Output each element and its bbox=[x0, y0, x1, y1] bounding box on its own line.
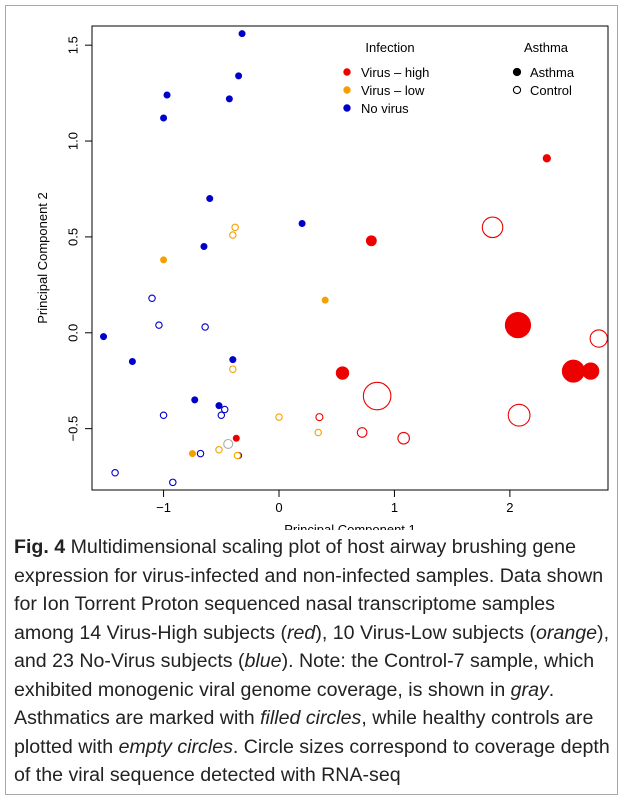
caption-italic-filled: filled circles bbox=[260, 707, 362, 729]
data-point bbox=[298, 219, 306, 227]
asthma-legend-marker bbox=[512, 67, 522, 77]
data-point bbox=[275, 413, 283, 421]
caption-text: Multidimensional scaling plot of host ai… bbox=[14, 536, 604, 644]
x-tick-label: 2 bbox=[506, 500, 513, 515]
data-point bbox=[221, 405, 229, 414]
caption-italic-empty: empty circles bbox=[118, 735, 233, 758]
data-point bbox=[229, 356, 237, 364]
y-tick-label: 0.0 bbox=[65, 324, 80, 342]
data-point bbox=[160, 256, 168, 264]
data-point bbox=[589, 329, 608, 348]
data-point bbox=[155, 321, 163, 329]
y-tick-label: 1.5 bbox=[65, 36, 80, 54]
data-point bbox=[481, 216, 504, 239]
caption-text: . Asthmatics are marked with bbox=[14, 678, 555, 730]
caption-text: ). Note: the Control-7 sample, which exh… bbox=[14, 650, 595, 701]
data-point bbox=[215, 402, 223, 410]
data-point bbox=[229, 231, 237, 239]
data-point bbox=[191, 396, 199, 404]
figure-label: Fig. 4 bbox=[14, 536, 66, 558]
data-point bbox=[231, 223, 239, 232]
data-point bbox=[235, 72, 243, 80]
x-axis-label: Principal Component 1 bbox=[284, 522, 416, 530]
data-point bbox=[201, 323, 209, 331]
data-point bbox=[238, 30, 246, 38]
x-tick-label: −1 bbox=[156, 500, 171, 515]
caption-italic-orange: orange bbox=[536, 621, 598, 644]
data-point bbox=[160, 114, 168, 122]
asthma-legend-title: Asthma bbox=[524, 40, 569, 55]
asthma-legend-label: Asthma bbox=[530, 65, 575, 80]
data-point bbox=[314, 428, 323, 437]
data-point bbox=[397, 431, 410, 445]
caption-text: . Circle sizes correspond to coverage de… bbox=[14, 735, 610, 787]
infection-legend-label: Virus – low bbox=[361, 83, 425, 98]
data-point bbox=[225, 95, 233, 103]
caption-italic-red: red bbox=[287, 621, 316, 644]
y-axis-label: Principal Component 2 bbox=[35, 192, 50, 324]
data-point bbox=[159, 411, 168, 419]
data-point bbox=[215, 445, 223, 454]
data-point bbox=[188, 450, 196, 458]
caption-text: ), 10 Virus-Low subjects ( bbox=[315, 621, 537, 644]
data-point bbox=[163, 91, 171, 99]
x-axis: −1 0 1 2 bbox=[156, 489, 513, 515]
data-point bbox=[365, 235, 377, 247]
y-tick-label: 0.5 bbox=[65, 228, 80, 246]
data-point bbox=[217, 411, 226, 419]
caption-italic-gray: gray bbox=[510, 678, 549, 701]
data-point bbox=[111, 468, 119, 477]
data-point bbox=[206, 195, 214, 203]
data-point bbox=[356, 427, 368, 438]
scatter-plot: −1 0 1 2 −0.5 0.0 0.5 1.0 1.5 Infection Virus – … bbox=[35, 25, 609, 530]
caption-text: , while healthy controls are plotted wit… bbox=[14, 707, 594, 758]
asthma-legend: Asthma Asthma Control bbox=[512, 40, 575, 98]
y-tick-label: 1.0 bbox=[65, 132, 80, 150]
x-tick-label: 1 bbox=[391, 500, 398, 515]
data-point bbox=[582, 362, 600, 380]
infection-legend-marker bbox=[343, 86, 351, 94]
infection-legend-label: No virus bbox=[361, 101, 409, 116]
data-point bbox=[321, 296, 329, 304]
caption-text: ), and 23 No-Virus subjects ( bbox=[14, 621, 610, 673]
data-point bbox=[128, 358, 136, 366]
data-point bbox=[233, 451, 242, 460]
data-point bbox=[200, 242, 208, 250]
data-point bbox=[315, 413, 324, 422]
data-point bbox=[232, 434, 240, 442]
data-point bbox=[362, 381, 392, 411]
asthma-legend-label: Control bbox=[530, 83, 572, 98]
data-point bbox=[561, 359, 585, 383]
y-tick-label: −0.5 bbox=[65, 416, 80, 442]
x-tick-label: 0 bbox=[275, 500, 282, 515]
data-point bbox=[542, 154, 551, 163]
data-point bbox=[229, 365, 237, 373]
data-point bbox=[335, 366, 350, 380]
figure-frame bbox=[5, 5, 618, 795]
data-point bbox=[100, 333, 108, 341]
asthma-legend-marker bbox=[512, 85, 522, 95]
data-point bbox=[504, 312, 532, 339]
infection-legend-marker bbox=[343, 104, 351, 112]
data-point bbox=[507, 403, 531, 427]
infection-legend-marker bbox=[343, 68, 351, 76]
infection-legend-label: Virus – high bbox=[361, 65, 429, 80]
data-point bbox=[148, 294, 156, 303]
data-point bbox=[223, 438, 234, 450]
figure-caption: Fig. 4 Multidimensional scaling plot of … bbox=[14, 533, 610, 790]
data-point bbox=[196, 449, 205, 458]
infection-legend-title: Infection bbox=[365, 40, 414, 55]
infection-legend: Infection Virus – high Virus – low No virus bbox=[343, 40, 429, 116]
y-axis: −0.5 0.0 0.5 1.0 1.5 bbox=[65, 36, 93, 442]
caption-italic-blue: blue bbox=[244, 650, 282, 672]
data-point bbox=[169, 478, 177, 487]
data-points bbox=[100, 30, 608, 487]
